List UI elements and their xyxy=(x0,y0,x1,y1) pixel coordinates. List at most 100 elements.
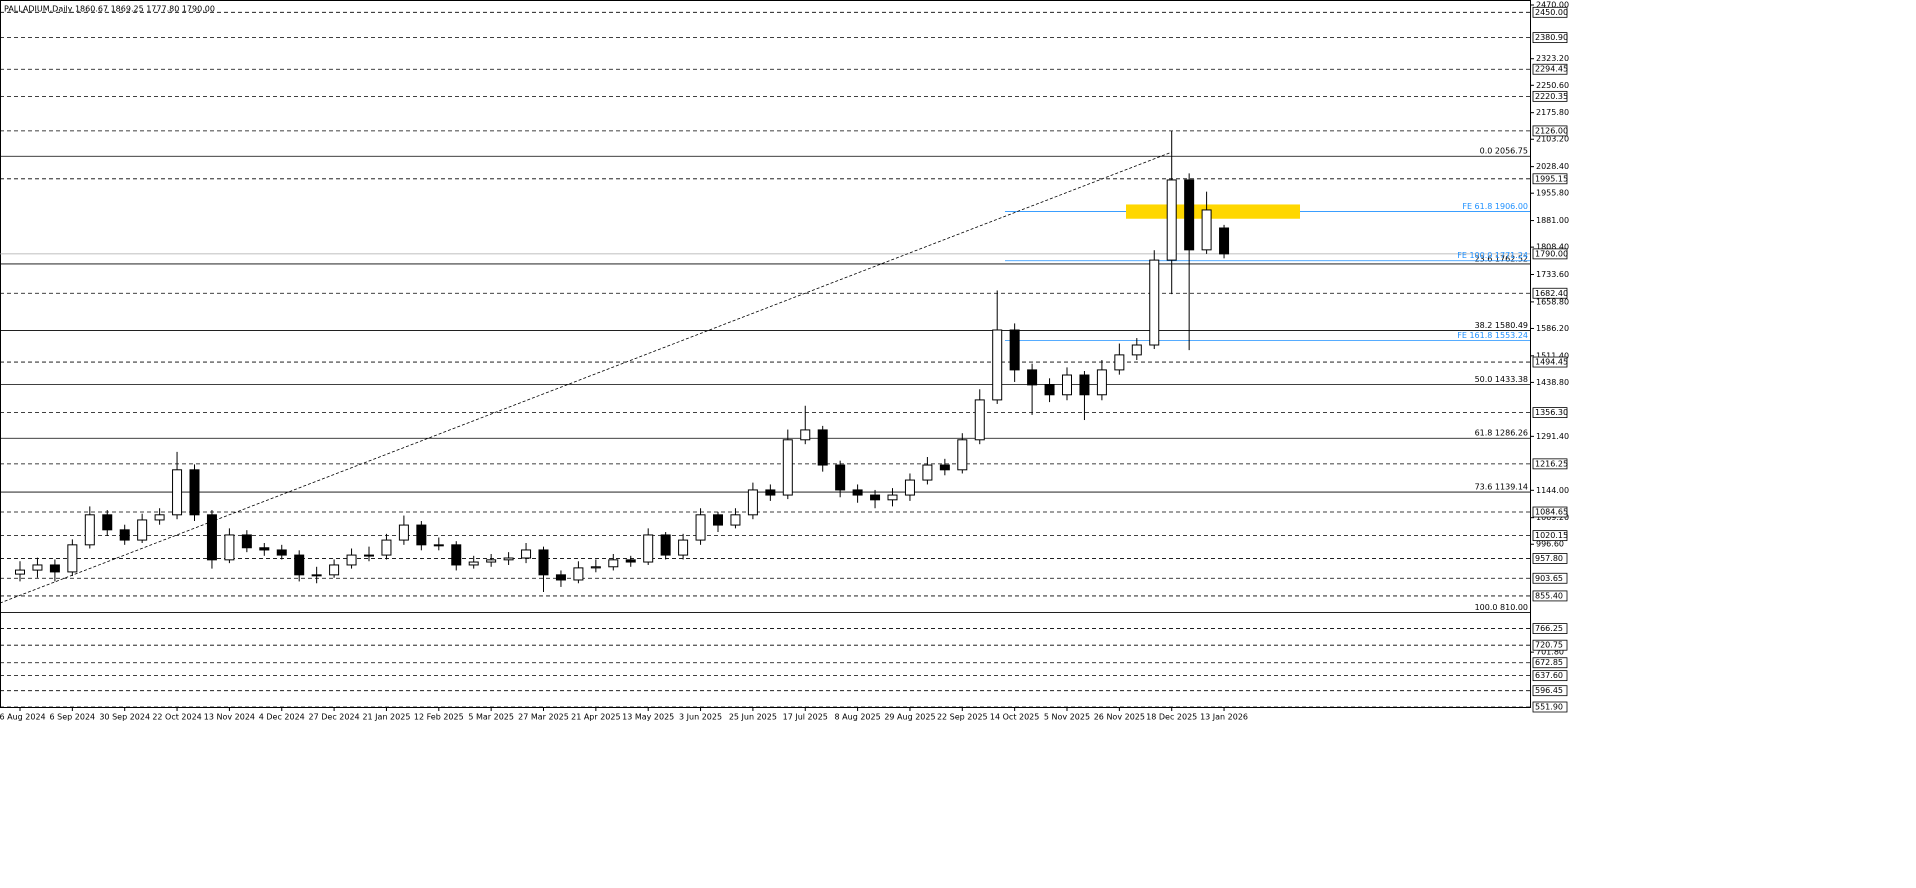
fib-label: 23.6 1762.52 xyxy=(1475,254,1528,263)
candle-body xyxy=(119,529,130,541)
level-label: 672.85 xyxy=(1535,658,1563,667)
x-tick-label: 4 Dec 2024 xyxy=(259,713,305,722)
level-label-box xyxy=(1532,623,1568,634)
x-tick-label: 5 Mar 2025 xyxy=(468,713,514,722)
y-tick-label: 1144.00 xyxy=(1536,486,1569,495)
candle-body xyxy=(468,561,479,566)
level-label-box xyxy=(1532,90,1568,102)
chart-title: PALLADIUM,Daily 1860.67 1869.25 1777.80 … xyxy=(4,5,215,14)
candle-body xyxy=(1114,354,1125,371)
candle-body xyxy=(67,544,78,573)
candle-body xyxy=(451,544,462,566)
level-label: 1356.30 xyxy=(1535,408,1568,417)
candle-body xyxy=(433,544,444,547)
x-tick-label: 18 Dec 2025 xyxy=(1146,713,1197,722)
y-tick-label: 701.80 xyxy=(1536,648,1564,657)
candle-body xyxy=(137,519,148,541)
level-label-box xyxy=(1532,685,1568,697)
y-tick-label: 1955.80 xyxy=(1536,189,1569,198)
level-label: 1682.40 xyxy=(1535,289,1568,298)
level-label: 596.45 xyxy=(1535,686,1563,695)
candle-body xyxy=(1201,209,1212,251)
zone xyxy=(1126,204,1300,219)
candle-body xyxy=(276,549,287,556)
fe-label: FE 100.0 1771.24 xyxy=(1457,251,1528,260)
level-label-box xyxy=(1532,572,1568,584)
x-tick-label: 27 Dec 2024 xyxy=(309,713,360,722)
candle-body xyxy=(241,534,252,549)
last-price-label: 1790.00 xyxy=(1535,249,1568,258)
level-label-box xyxy=(1532,63,1568,75)
candle-body xyxy=(625,559,636,563)
level-label-box xyxy=(1532,6,1568,18)
candle-body xyxy=(398,524,409,541)
level-label-box xyxy=(1532,458,1568,470)
level-label: 2380.90 xyxy=(1535,33,1568,42)
x-tick-label: 22 Oct 2024 xyxy=(152,713,201,722)
level-label-box xyxy=(1532,407,1568,418)
candle-body xyxy=(747,489,758,516)
candle-body xyxy=(538,549,549,576)
y-tick-label: 2028.40 xyxy=(1536,162,1569,171)
level-label: 1494.45 xyxy=(1535,358,1568,367)
y-tick-label: 1291.40 xyxy=(1536,432,1569,441)
candle-body xyxy=(486,559,497,563)
candle-body xyxy=(15,569,25,575)
plot-frame xyxy=(0,0,1531,708)
x-tick-label: 14 Oct 2025 xyxy=(990,713,1039,722)
candle-body xyxy=(904,479,915,496)
candle-body xyxy=(1096,369,1107,396)
level-label: 2220.35 xyxy=(1535,92,1568,101)
candle-body xyxy=(206,514,217,561)
y-tick-label: 996.60 xyxy=(1536,540,1564,549)
level-label-box xyxy=(1532,670,1568,682)
level-label-box xyxy=(1532,639,1568,651)
candle-body xyxy=(887,494,898,501)
y-tick-label: 2175.80 xyxy=(1536,108,1569,117)
level-label: 1084.65 xyxy=(1535,508,1568,517)
level-label-box xyxy=(1532,701,1568,713)
fib-label: 73.6 1139.14 xyxy=(1475,483,1528,492)
level-label: 957.80 xyxy=(1535,554,1563,563)
fe-label: FE 161.8 1553.24 xyxy=(1457,331,1528,340)
x-tick-label: 25 Jun 2025 xyxy=(729,713,777,722)
candle-body xyxy=(154,514,165,521)
x-tick-label: 8 Aug 2025 xyxy=(835,713,881,722)
candle-body xyxy=(974,399,985,441)
candle-body xyxy=(782,439,793,496)
x-tick-label: 22 Sep 2025 xyxy=(937,713,988,722)
fib-label: 61.8 1286.26 xyxy=(1475,429,1528,438)
level-label: 2450.00 xyxy=(1535,8,1568,17)
candle-body xyxy=(294,554,305,576)
candle-body xyxy=(1184,179,1195,251)
candle-body xyxy=(608,559,619,568)
fib-label: 0.0 2056.75 xyxy=(1480,147,1528,156)
candle-body xyxy=(852,489,863,496)
y-tick-label: 2250.60 xyxy=(1536,81,1569,90)
candle-body xyxy=(172,469,183,516)
candle-body xyxy=(660,534,671,556)
x-tick-label: 16 Aug 2024 xyxy=(0,713,46,722)
level-label: 855.40 xyxy=(1535,591,1563,600)
candle-body xyxy=(503,557,514,561)
y-tick-label: 1808.40 xyxy=(1536,243,1569,252)
level-label: 1020.15 xyxy=(1535,531,1568,540)
y-tick-label: 1511.40 xyxy=(1536,351,1569,360)
level-label-box xyxy=(1532,506,1568,518)
x-tick-label: 29 Aug 2025 xyxy=(884,713,935,722)
y-tick-label: 2323.20 xyxy=(1536,54,1569,63)
candle-body xyxy=(1079,374,1090,396)
level-label-box xyxy=(1532,173,1568,185)
candle-body xyxy=(817,429,828,466)
trendline xyxy=(0,151,1172,604)
level-label-box xyxy=(1532,530,1568,542)
y-tick-label: 2103.20 xyxy=(1536,135,1569,144)
candle-body xyxy=(1219,227,1230,255)
candle-body xyxy=(800,429,811,441)
x-tick-label: 12 Feb 2025 xyxy=(414,713,464,722)
candle-body xyxy=(1149,259,1160,346)
level-label: 551.90 xyxy=(1535,703,1563,712)
x-tick-label: 6 Sep 2024 xyxy=(50,713,96,722)
candle-body xyxy=(416,524,427,546)
